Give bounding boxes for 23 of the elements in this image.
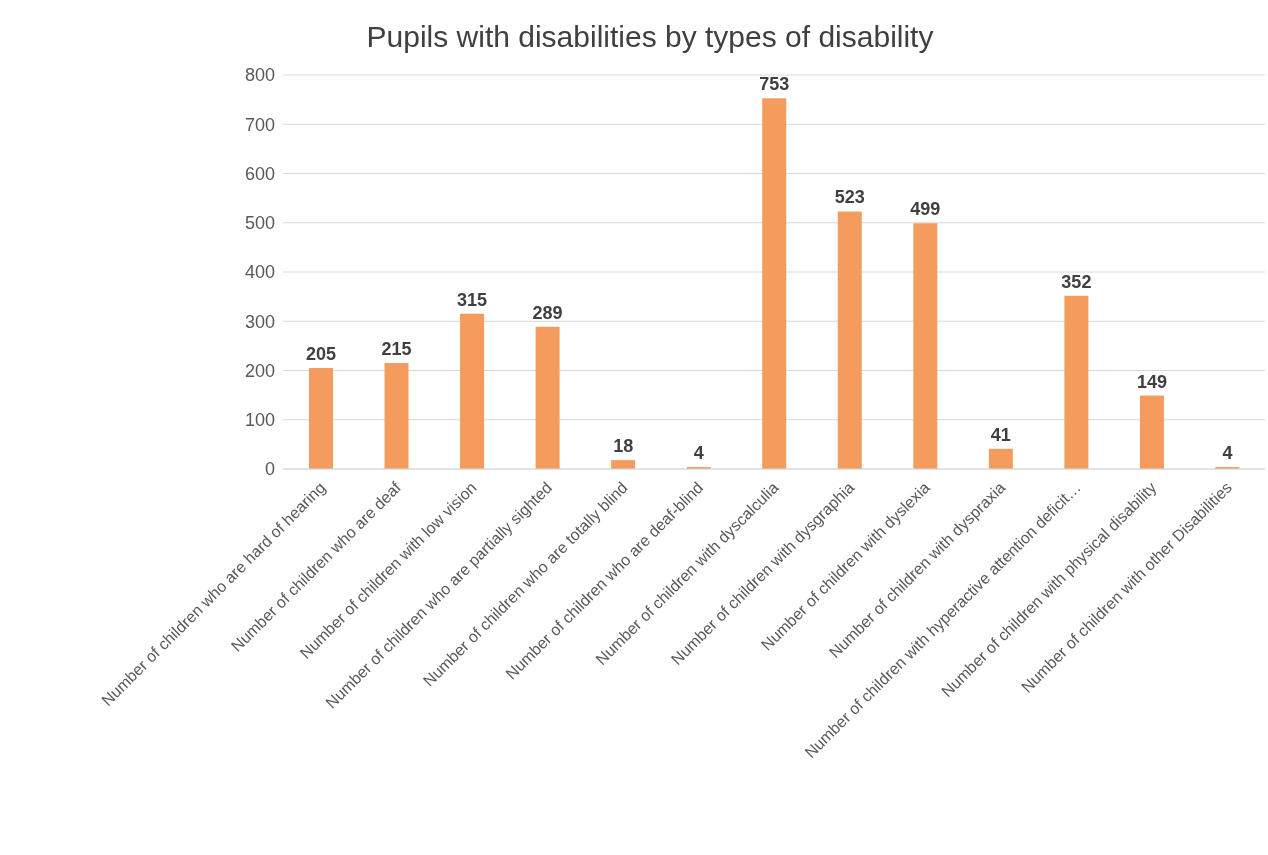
y-tick-label: 200 [244,360,275,381]
data-label: 352 [1061,271,1092,292]
data-label: 4 [693,443,704,464]
y-tick-label: 600 [244,163,275,184]
data-label: 523 [834,187,865,208]
y-tick-label: 400 [244,262,275,283]
data-label: 149 [1136,371,1167,392]
data-label: 289 [532,302,563,323]
y-tick-label: 500 [244,213,275,234]
y-tick-label: 0 [264,459,275,480]
data-label: 4 [1222,443,1233,464]
data-label: 18 [613,436,634,457]
y-tick-label: 700 [244,114,275,135]
data-label: 315 [457,289,488,310]
data-label: 215 [381,339,412,360]
data-label: 41 [990,424,1011,445]
chart-title: Pupils with disabilities by types of disability [365,20,935,54]
data-label: 205 [305,344,337,365]
y-tick-label: 800 [244,65,275,86]
y-tick-label: 300 [244,311,275,332]
y-tick-label: 100 [244,410,275,431]
data-label: 499 [910,199,941,220]
data-label: 753 [759,74,790,95]
